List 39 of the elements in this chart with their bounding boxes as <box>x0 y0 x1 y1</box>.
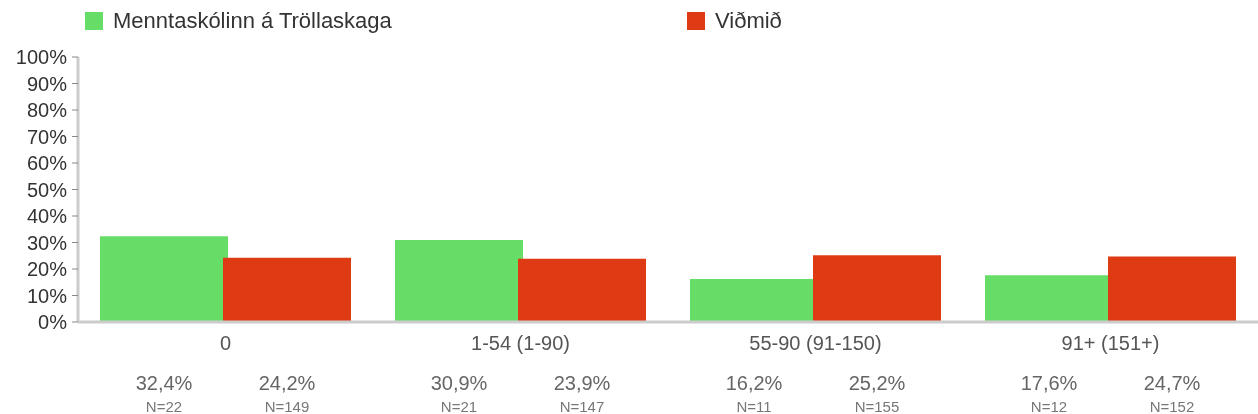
data-label: 30,9% <box>430 372 488 394</box>
x-tick-label: 91+ (151+) <box>1061 332 1160 355</box>
y-tick-label: 40% <box>26 205 68 228</box>
y-tick-label: 50% <box>26 178 68 201</box>
x-tick-label: 55-90 (91-150) <box>749 332 882 355</box>
y-tick-label: 10% <box>26 284 68 307</box>
x-tick-label: 1-54 (1-90) <box>471 332 570 355</box>
text: N=149 <box>264 397 310 414</box>
y-tick-label: 70% <box>26 125 68 148</box>
y-tick-label: 90% <box>26 72 68 95</box>
text: N=155 <box>854 397 900 414</box>
bar <box>100 236 228 322</box>
data-label: 24,2% <box>258 372 316 394</box>
y-tick-label: 20% <box>26 258 68 281</box>
data-label: 25,2% <box>848 372 906 394</box>
text: N=21 <box>440 397 478 414</box>
y-tick-label: 60% <box>26 152 68 175</box>
text: N=22 <box>145 397 183 414</box>
data-label: 23,9% <box>553 372 611 394</box>
y-tick-label: 0% <box>38 311 68 334</box>
text: N=152 <box>1149 397 1195 414</box>
data-label: 32,4% <box>135 372 193 394</box>
bar <box>395 240 523 322</box>
text: N=11 <box>736 397 772 414</box>
y-tick-label: 30% <box>26 231 68 254</box>
data-label: 17,6% <box>1020 372 1078 394</box>
data-label: 24,7% <box>1143 372 1201 394</box>
text: N=12 <box>1030 397 1068 414</box>
bar <box>813 255 941 322</box>
legend-label: Viðmið <box>715 8 782 34</box>
y-tick-label: 80% <box>26 99 68 122</box>
data-label: 16,2% <box>725 372 783 394</box>
x-tick-label: 0 <box>219 332 232 355</box>
bar <box>518 258 646 322</box>
bar <box>1108 256 1236 322</box>
text: N=147 <box>559 397 605 414</box>
bar <box>223 257 351 322</box>
legend-label: Menntaskólinn á Tröllaskaga <box>113 8 392 34</box>
y-tick-label: 100% <box>15 46 68 69</box>
